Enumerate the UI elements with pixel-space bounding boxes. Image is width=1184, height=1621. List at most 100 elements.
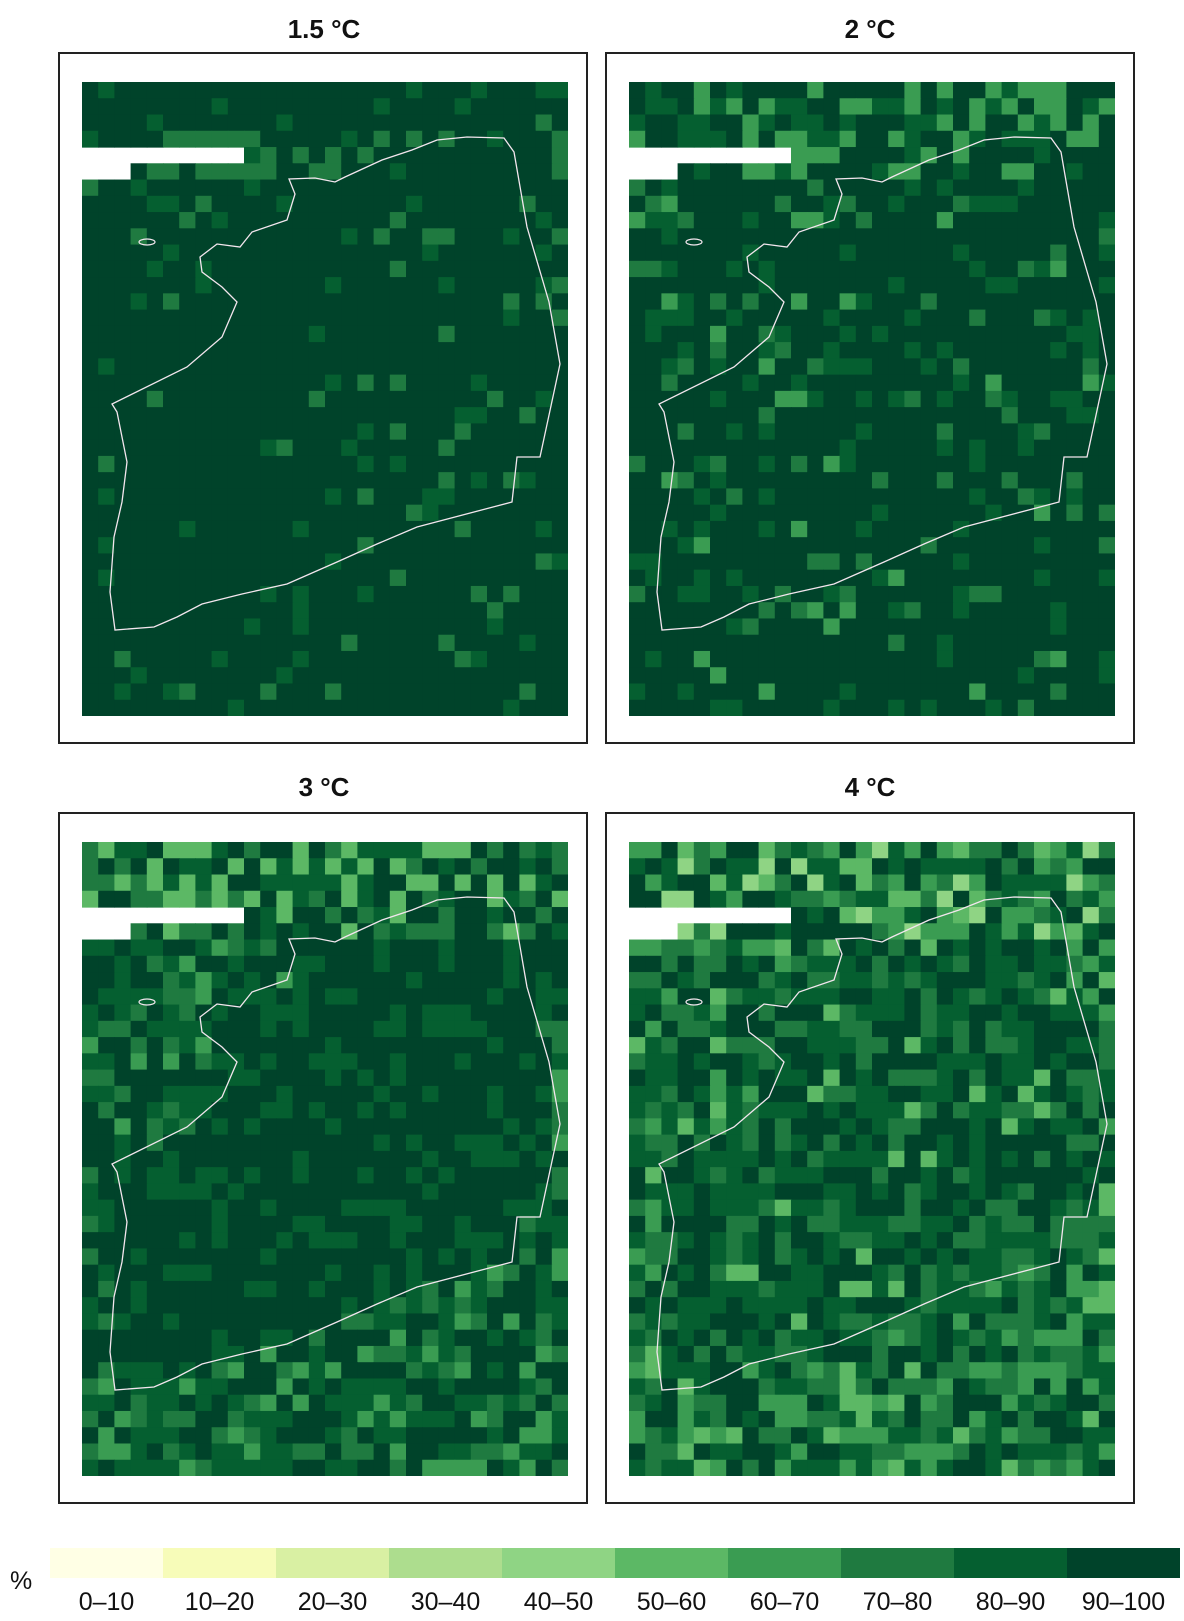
- grid-cell: [677, 439, 695, 457]
- grid-cell: [742, 1394, 760, 1412]
- grid-cell: [454, 1394, 472, 1412]
- grid-cell: [807, 1183, 824, 1201]
- grid-cell: [389, 1443, 407, 1461]
- grid-cell: [726, 1134, 743, 1152]
- grid-cell: [195, 553, 213, 571]
- grid-cell: [904, 1167, 922, 1184]
- grid-cell: [341, 1264, 358, 1282]
- grid-cell: [985, 1394, 1003, 1412]
- grid-cell: [823, 955, 841, 973]
- grid-cell: [146, 244, 164, 262]
- grid-cell: [839, 890, 857, 908]
- grid-cell: [758, 699, 776, 716]
- grid-cell: [1066, 488, 1084, 506]
- grid-cell: [823, 1459, 841, 1476]
- grid-cell: [677, 277, 695, 294]
- grid-cell: [325, 244, 342, 262]
- grid-cell: [163, 1378, 180, 1396]
- grid-cell: [373, 1443, 391, 1461]
- grid-cell: [130, 1020, 148, 1038]
- grid-cell: [341, 260, 358, 278]
- grid-cell: [487, 520, 504, 538]
- grid-cell: [936, 1069, 954, 1087]
- grid-cell: [130, 1459, 148, 1476]
- grid-cell: [227, 1167, 245, 1184]
- grid-cell: [758, 890, 776, 908]
- grid-cell: [839, 195, 857, 213]
- grid-cell: [710, 858, 727, 876]
- grid-cell: [422, 1085, 439, 1103]
- grid-cell: [195, 504, 213, 522]
- grid-cell: [953, 277, 970, 294]
- grid-cell: [693, 1118, 711, 1136]
- grid-cell: [503, 1053, 520, 1071]
- grid-cell: [276, 1150, 294, 1168]
- grid-cell: [487, 212, 504, 229]
- grid-cell: [839, 699, 857, 716]
- grid-cell: [163, 923, 180, 941]
- grid-cell: [276, 988, 294, 1006]
- grid-cell: [422, 325, 439, 343]
- panel-title-2: 2 °C: [844, 14, 896, 44]
- grid-cell: [693, 1459, 711, 1476]
- grid-cell: [260, 569, 277, 587]
- grid-cell: [693, 1199, 711, 1217]
- grid-cell: [1034, 1134, 1051, 1152]
- grid-cell: [130, 130, 148, 148]
- grid-cell: [179, 1020, 196, 1038]
- grid-cell: [774, 1362, 792, 1380]
- grid-cell: [677, 1394, 695, 1412]
- grid-cell: [645, 325, 662, 343]
- grid-cell: [503, 972, 520, 989]
- grid-cell: [211, 212, 229, 229]
- grid-cell: [470, 1199, 488, 1217]
- grid-cell: [1017, 1102, 1035, 1119]
- grid-cell: [195, 1248, 213, 1266]
- grid-cell: [98, 504, 115, 522]
- grid-cell: [406, 1378, 423, 1396]
- grid-cell: [146, 520, 164, 538]
- grid-cell: [146, 1069, 164, 1087]
- grid-cell: [325, 1329, 342, 1347]
- grid-cell: [179, 98, 196, 116]
- grid-cell: [211, 1297, 229, 1315]
- grid-cell: [470, 1297, 488, 1315]
- grid-cell: [936, 1362, 954, 1380]
- grid-cell: [1098, 1329, 1115, 1347]
- grid-cell: [953, 1053, 970, 1071]
- grid-cell: [519, 907, 537, 924]
- grid-cell: [969, 260, 986, 278]
- grid-cell: [920, 504, 938, 522]
- grid-cell: [1017, 939, 1035, 957]
- grid-cell: [629, 1459, 646, 1476]
- grid-cell: [726, 130, 743, 148]
- grid-cell: [855, 1215, 873, 1233]
- grid-cell: [888, 1053, 905, 1071]
- grid-cell: [163, 1085, 180, 1103]
- grid-cell: [1082, 455, 1100, 473]
- grid-cell: [872, 1248, 889, 1266]
- grid-cell: [308, 1134, 326, 1152]
- grid-cell: [341, 82, 358, 99]
- grid-cell: [661, 1427, 679, 1445]
- grid-cell: [629, 1232, 646, 1250]
- grid-cell: [308, 667, 326, 685]
- grid-cell: [742, 1280, 760, 1298]
- map-grid-3: [82, 842, 568, 1476]
- grid-cell: [130, 553, 148, 571]
- grid-cell: [308, 228, 326, 246]
- grid-cell: [920, 82, 938, 99]
- grid-cell: [130, 650, 148, 668]
- grid-cell: [855, 972, 873, 989]
- grid-cell: [839, 504, 857, 522]
- grid-cell: [969, 569, 986, 587]
- grid-cell: [487, 1394, 504, 1412]
- grid-cell: [807, 699, 824, 716]
- grid-cell: [211, 602, 229, 620]
- grid-cell: [774, 939, 792, 957]
- grid-cell: [292, 390, 310, 408]
- grid-cell: [373, 1069, 391, 1087]
- grid-cell: [710, 1118, 727, 1136]
- grid-cell: [454, 1167, 472, 1184]
- grid-cell: [823, 1053, 841, 1071]
